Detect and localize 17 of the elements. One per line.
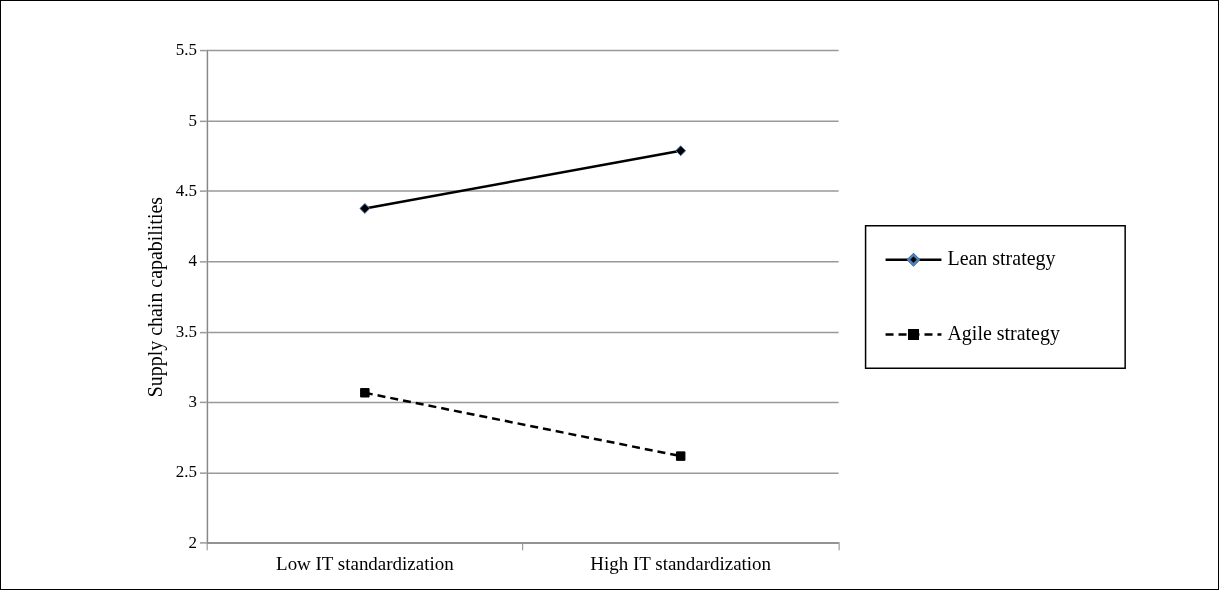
y-tick-label: 2.5 [175, 462, 197, 482]
y-tick-label: 4 [188, 251, 198, 271]
x-tick-label: Low IT standardization [276, 552, 455, 574]
point [675, 451, 686, 461]
point [675, 145, 687, 157]
y-tick-label: 2 [188, 532, 197, 552]
legend-label: Agile strategy [947, 321, 1060, 345]
y-tick-label: 5.5 [175, 40, 197, 60]
y-tick-label: 3 [188, 392, 197, 412]
x-tick-label: High IT standardization [590, 552, 772, 574]
legend-label: Lean strategy [947, 246, 1056, 270]
y-tick-label: 5 [188, 110, 197, 130]
point [360, 388, 370, 398]
y-tick-label: 4.5 [175, 181, 197, 200]
point [359, 202, 371, 214]
y-tick-label: 3.5 [175, 321, 197, 341]
y-axis-title: Supply chain capabilities [143, 196, 167, 398]
